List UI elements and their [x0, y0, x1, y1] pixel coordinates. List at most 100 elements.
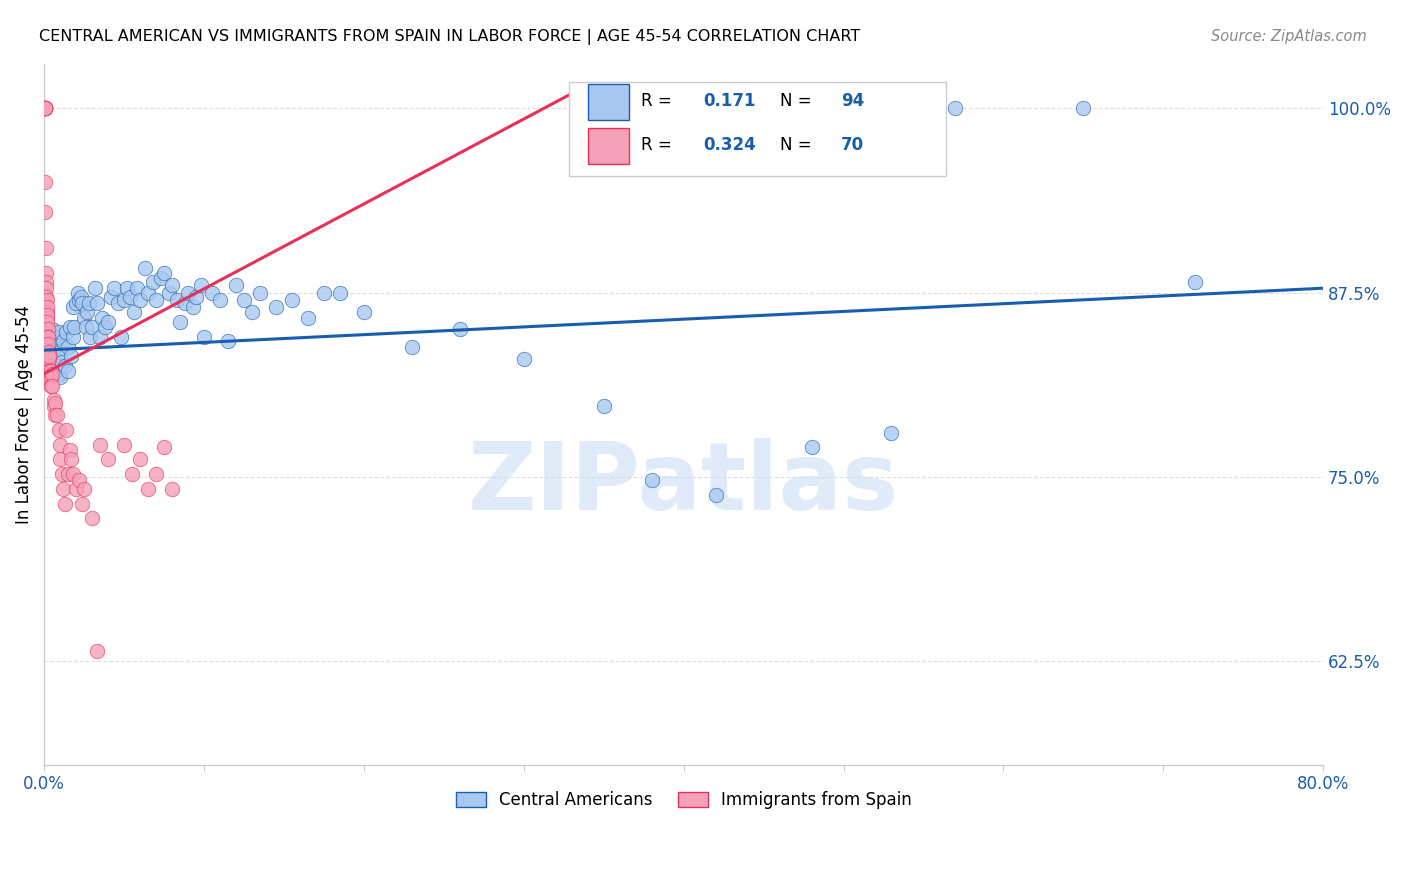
Point [42, 399, 65, 413]
Point [34, 101, 56, 115]
Point [86, 296, 108, 310]
Point [136, 482, 159, 496]
Point [42, 334, 65, 349]
Point [39, 369, 62, 384]
Point [89, 330, 111, 344]
Point [34, 175, 56, 189]
Point [84, 281, 107, 295]
Point [249, 285, 271, 300]
Point [55, 423, 77, 437]
Point [34, 101, 56, 115]
Point [35, 275, 58, 289]
Point [76, 305, 98, 319]
Point [37, 330, 59, 344]
Point [44, 396, 66, 410]
Point [55, 326, 77, 340]
Point [401, 340, 423, 354]
Point [39, 378, 62, 392]
Point [112, 293, 135, 307]
Point [157, 285, 180, 300]
Point [34, 101, 56, 115]
Point [107, 296, 129, 310]
Point [51, 355, 73, 369]
Point [56, 364, 79, 378]
Point [38, 351, 60, 366]
Point [42, 393, 65, 408]
Point [217, 334, 239, 349]
FancyBboxPatch shape [588, 84, 628, 120]
Point [48, 423, 70, 437]
Point [80, 511, 103, 525]
Point [145, 467, 167, 481]
Y-axis label: In Labor Force | Age 45-54: In Labor Force | Age 45-54 [15, 305, 32, 524]
Point [193, 330, 215, 344]
Point [45, 359, 67, 374]
Point [880, 425, 903, 440]
Point [56, 467, 79, 481]
Point [35, 322, 58, 336]
Point [329, 285, 352, 300]
Point [48, 367, 70, 381]
Point [79, 330, 101, 344]
Point [34, 101, 56, 115]
Point [41, 367, 63, 381]
Point [70, 290, 93, 304]
Point [35, 281, 58, 295]
Point [38, 344, 60, 359]
Point [34, 101, 56, 115]
Point [44, 408, 66, 422]
Point [59, 319, 82, 334]
Point [160, 482, 183, 496]
Point [37, 322, 59, 336]
Point [281, 293, 304, 307]
Point [38, 330, 60, 344]
Point [225, 278, 247, 293]
Point [592, 399, 614, 413]
Point [67, 473, 90, 487]
Point [704, 488, 727, 502]
Point [37, 330, 59, 344]
Point [37, 315, 59, 329]
Text: 94: 94 [841, 92, 865, 110]
Text: ZIPatlas: ZIPatlas [468, 438, 900, 531]
Point [63, 319, 86, 334]
Point [45, 330, 67, 344]
Text: 0.324: 0.324 [703, 136, 755, 153]
Point [42, 349, 65, 363]
Point [190, 278, 212, 293]
Point [35, 310, 58, 325]
Point [37, 337, 59, 351]
Point [39, 364, 62, 378]
Point [37, 308, 59, 322]
Point [166, 293, 188, 307]
Point [73, 310, 96, 325]
Point [34, 204, 56, 219]
Point [48, 326, 70, 340]
Text: N =: N = [779, 136, 817, 153]
Point [110, 330, 132, 344]
FancyBboxPatch shape [568, 81, 946, 176]
Point [142, 275, 165, 289]
Point [80, 319, 103, 334]
Text: Source: ZipAtlas.com: Source: ZipAtlas.com [1211, 29, 1367, 44]
Point [640, 473, 662, 487]
Point [60, 452, 83, 467]
Point [149, 271, 172, 285]
Point [35, 241, 58, 255]
Point [34, 101, 56, 115]
Point [94, 319, 117, 334]
Point [89, 437, 111, 451]
Point [73, 482, 96, 496]
Point [153, 441, 176, 455]
Point [67, 293, 90, 307]
Text: R =: R = [641, 92, 678, 110]
Point [353, 305, 375, 319]
Point [62, 330, 84, 344]
Text: R =: R = [641, 136, 678, 153]
Point [49, 437, 72, 451]
Point [129, 452, 152, 467]
Point [129, 293, 152, 307]
Point [184, 290, 207, 304]
Point [72, 496, 94, 510]
Text: CENTRAL AMERICAN VS IMMIGRANTS FROM SPAIN IN LABOR FORCE | AGE 45-54 CORRELATION: CENTRAL AMERICAN VS IMMIGRANTS FROM SPAI… [39, 29, 860, 45]
